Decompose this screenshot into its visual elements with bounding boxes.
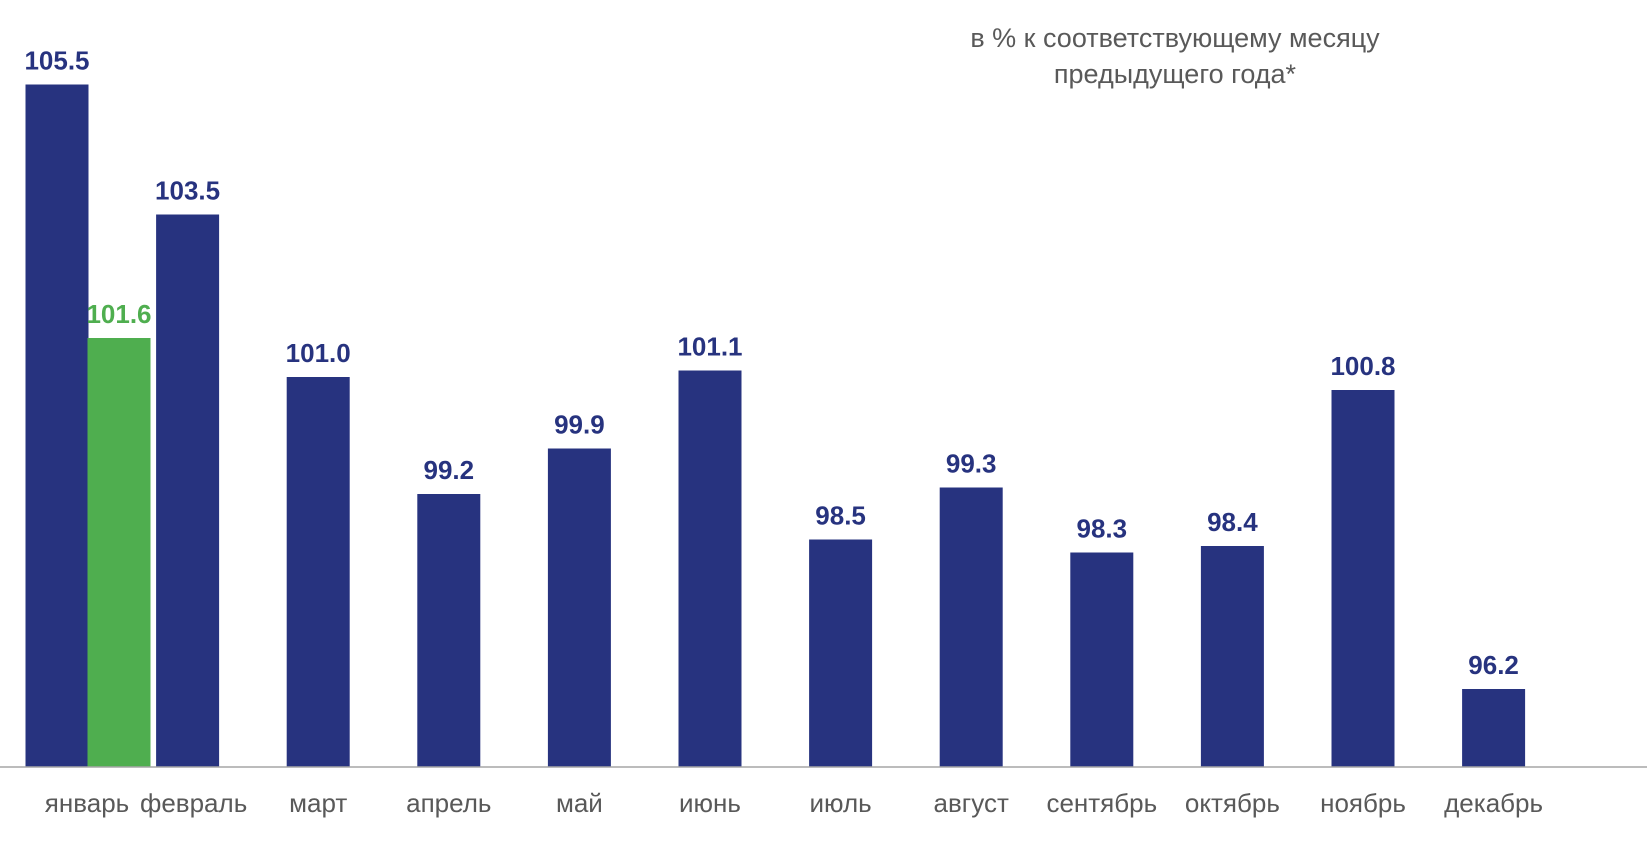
chart-note-line-1: в % к соответствующему месяцу — [970, 23, 1380, 53]
bar-main-6 — [678, 370, 742, 767]
bar-main-12 — [1462, 689, 1526, 767]
bar-main-9 — [1070, 552, 1134, 767]
category-label-10: октябрь — [1185, 788, 1280, 818]
value-label-main-4: 99.2 — [423, 455, 474, 485]
category-label-11: ноябрь — [1320, 788, 1406, 818]
bar-main-5 — [547, 448, 611, 767]
value-label-main-10: 98.4 — [1207, 507, 1258, 537]
bar-main-4 — [417, 494, 481, 767]
value-label-main-7: 98.5 — [815, 501, 866, 531]
bar-main-7 — [809, 539, 873, 767]
category-label-3: март — [289, 788, 347, 818]
bar-main-1 — [25, 84, 89, 767]
category-label-12: декабрь — [1444, 788, 1543, 818]
bar-main-3 — [286, 377, 350, 767]
chart-note: в % к соответствующему месяцу предыдущег… — [925, 20, 1425, 92]
bar-secondary-1 — [87, 338, 151, 767]
value-label-main-3: 101.0 — [286, 338, 351, 368]
bar-main-10 — [1200, 546, 1264, 767]
value-label-main-8: 99.3 — [946, 449, 997, 479]
value-label-main-12: 96.2 — [1468, 650, 1519, 680]
category-label-9: сентябрь — [1046, 788, 1157, 818]
value-label-main-9: 98.3 — [1076, 514, 1127, 544]
category-label-1: январь — [45, 788, 129, 818]
value-label-main-6: 101.1 — [677, 332, 742, 362]
value-label-secondary-1: 101.6 — [86, 299, 151, 329]
value-label-main-2: 103.5 — [155, 176, 220, 206]
category-label-7: июль — [810, 788, 872, 818]
bar-main-11 — [1331, 390, 1395, 767]
chart-note-line-2: предыдущего года* — [1053, 59, 1297, 89]
category-label-6: июнь — [679, 788, 741, 818]
category-label-2: февраль — [140, 788, 247, 818]
category-label-4: апрель — [406, 788, 491, 818]
value-label-main-5: 99.9 — [554, 410, 605, 440]
bar-main-8 — [939, 487, 1003, 767]
value-label-main-11: 100.8 — [1330, 351, 1395, 381]
value-label-main-1: 105.5 — [24, 46, 89, 76]
category-label-8: август — [934, 788, 1009, 818]
category-label-5: май — [556, 788, 603, 818]
bar-main-2 — [156, 214, 220, 767]
